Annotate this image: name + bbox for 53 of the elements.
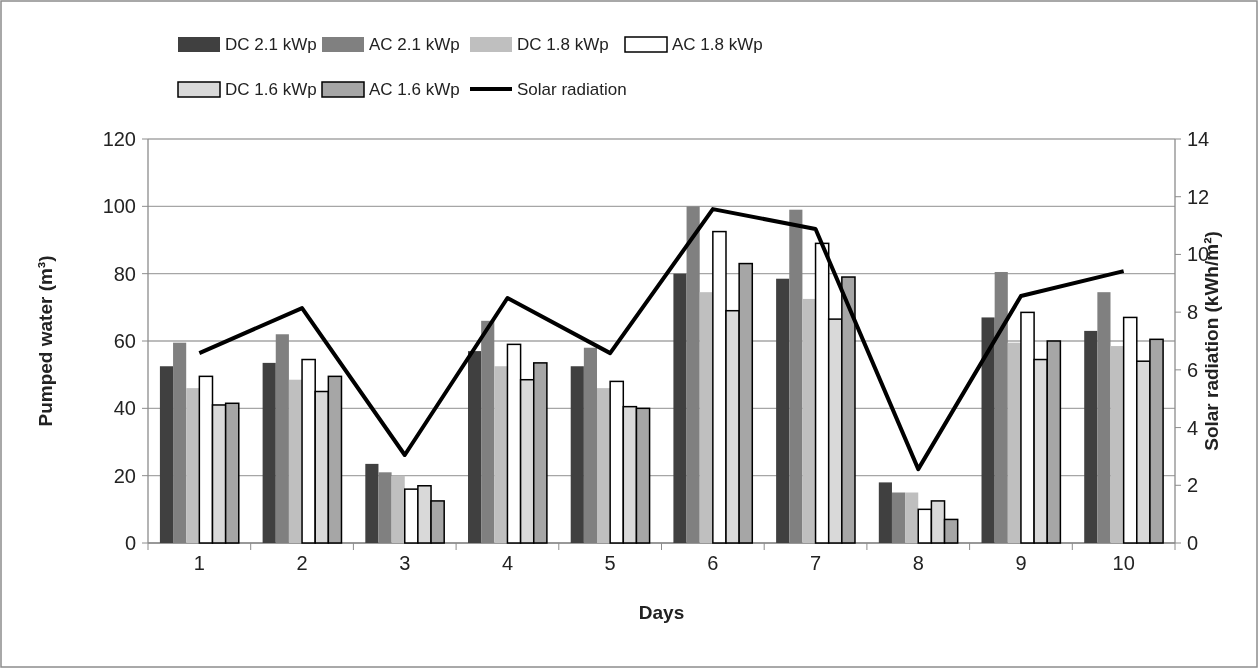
x-tick-label: 2: [296, 552, 308, 574]
x-tick-label: 1: [193, 552, 205, 574]
y-tick-label: 20: [113, 464, 136, 487]
bar: [494, 366, 508, 543]
bar: [905, 492, 919, 543]
bar: [673, 273, 687, 543]
x-tick-label: 3: [399, 552, 411, 574]
bar: [468, 351, 482, 543]
bar: [878, 482, 892, 543]
y2-tick-label: 12: [1187, 185, 1210, 208]
x-tick-label: 6: [707, 552, 719, 574]
x-tick-label: 7: [809, 552, 822, 574]
y-tick-label: 0: [124, 532, 136, 554]
bar: [365, 463, 379, 543]
bar: [159, 366, 174, 543]
bar: [802, 298, 816, 543]
x-tick-label: 9: [1015, 552, 1027, 574]
legend-label: DC 1.8 kWp: [517, 34, 609, 54]
y-tick-label: 80: [113, 262, 136, 285]
bar: [186, 388, 200, 543]
legend-label: AC 2.1 kWp: [369, 34, 460, 54]
y2-tick-label: 8: [1187, 301, 1199, 324]
y2-tick-label: 0: [1187, 532, 1199, 554]
bar: [597, 388, 611, 543]
y-tick-label: 100: [102, 195, 136, 218]
legend-label: DC 1.6 kWp: [225, 79, 317, 99]
legend-label: DC 2.1 kWp: [225, 34, 317, 54]
legend-label: AC 1.6 kWp: [369, 79, 460, 99]
x-axis-title: Days: [638, 602, 685, 623]
y-tick-label: 40: [113, 397, 136, 420]
x-tick-label: 8: [912, 552, 924, 574]
x-tick-label: 4: [501, 552, 514, 574]
bar: [570, 366, 584, 543]
bar: [776, 278, 790, 543]
y-axis-title: Pumped water (m³): [35, 255, 56, 427]
legend-label: Solar radiation: [517, 79, 627, 99]
bar: [262, 362, 276, 543]
bar: [391, 475, 405, 543]
y-tick-label: 120: [102, 128, 136, 150]
y-tick-label: 60: [113, 330, 136, 352]
x-tick-label: 10: [1112, 552, 1135, 574]
bar: [1007, 342, 1021, 543]
y2-tick-label: 6: [1187, 358, 1199, 381]
x-tick-label: 5: [604, 552, 616, 574]
y2-tick-label: 2: [1187, 474, 1199, 497]
legend-label: AC 1.8 kWp: [672, 34, 763, 54]
bar: [288, 379, 303, 543]
bar: [1084, 330, 1098, 543]
y2-tick-label: 14: [1187, 128, 1210, 150]
bar: [1110, 346, 1124, 543]
bar: [981, 317, 995, 543]
y2-tick-label: 4: [1187, 416, 1199, 439]
bar: [699, 292, 713, 543]
